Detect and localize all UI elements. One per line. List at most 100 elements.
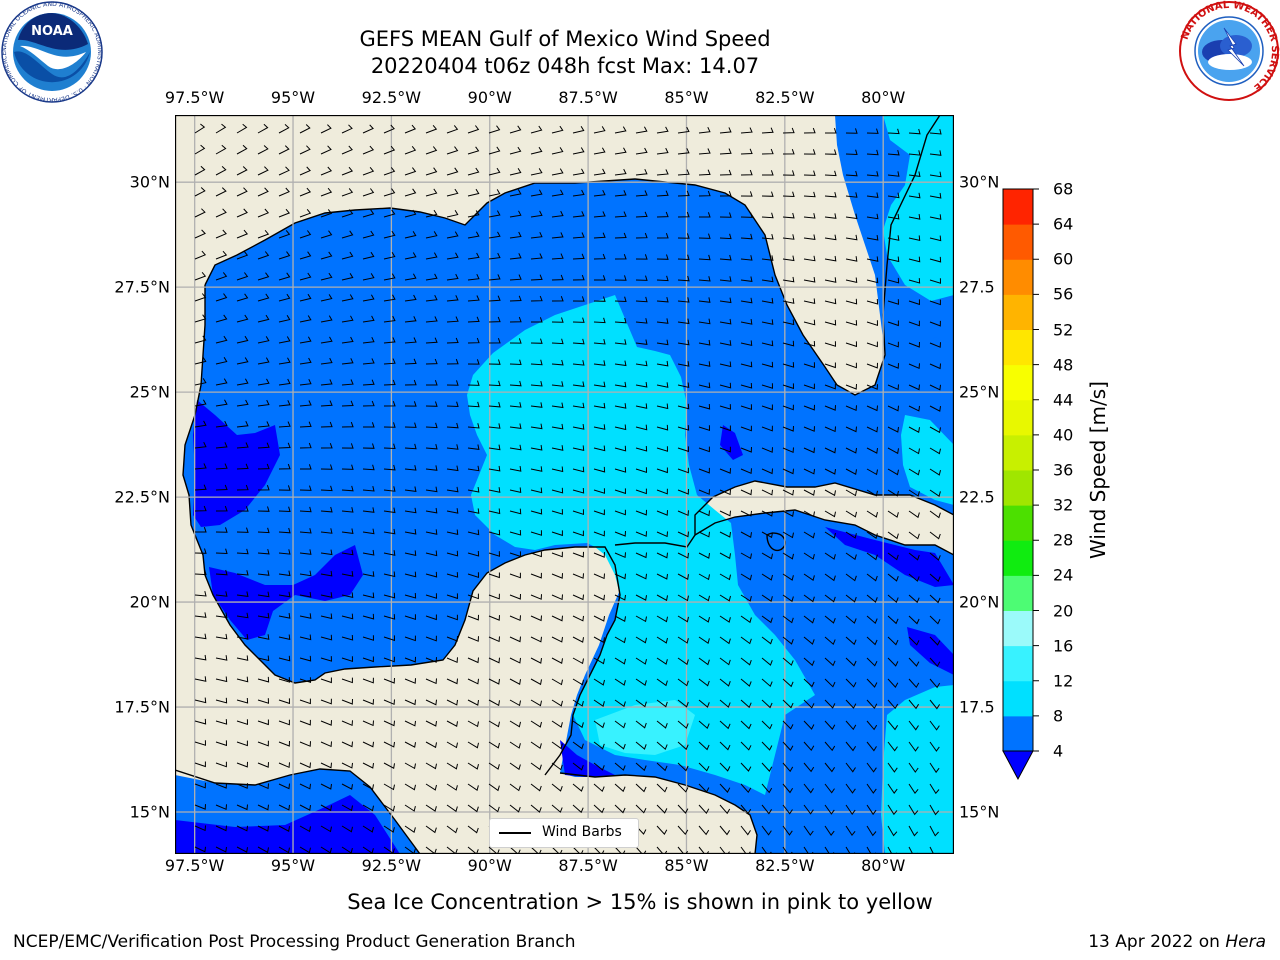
wind-barb [845,426,857,433]
wind-barb [383,571,396,578]
wind-barb [887,468,899,476]
wind-barb [236,187,248,197]
wind-barb [194,846,206,853]
colorbar-segment [1003,364,1033,401]
wind-barb [425,273,438,281]
wind-barb [425,614,437,621]
wind-barb [845,277,858,284]
wind-barb [467,167,480,176]
wind-barb [257,527,270,534]
wind-barb [215,144,227,155]
wind-barb [215,676,228,683]
wind-barb [761,276,774,283]
wind-barb [362,251,375,260]
wind-barb [362,188,375,197]
wind-barb [194,676,207,682]
wind-barb [257,698,270,704]
wind-barb [656,488,668,495]
tick-label: 15°N [959,802,1000,822]
wind-barb [551,509,564,515]
tick-label: 22.5 [959,487,995,507]
wind-barb [803,783,814,794]
wind-barb [194,271,207,281]
wind-barb [215,505,228,512]
wind-barb [782,804,793,815]
wind-barb [572,274,585,281]
wind-barb [488,508,501,515]
colorbar-segment [1003,399,1033,436]
wind-barb [236,314,249,323]
wind-barb [257,399,270,407]
colorbar-segment [1003,680,1033,717]
wind-barb [257,506,270,512]
wind-barb [677,126,690,134]
wind-barb [908,699,920,710]
wind-barb [614,552,626,559]
wind-barb [488,657,500,664]
wind-barb [467,550,480,557]
wind-barb [362,720,374,727]
wind-barb [551,466,564,473]
wind-barb [299,783,311,790]
wind-barb [824,678,836,688]
wind-barb [320,443,333,449]
wind-barb [866,405,878,412]
wind-barb [845,741,857,752]
wind-barb [467,529,480,536]
wind-barb [908,320,920,327]
wind-barb [677,169,690,176]
wind-barb [509,762,521,771]
wind-barb [572,487,585,494]
wind-barb [341,358,354,365]
wind-barb [572,445,585,452]
wind-barb [341,741,353,748]
wind-barb [782,127,795,134]
wind-barb [467,783,479,792]
wind-barb [341,124,353,134]
wind-barb [614,147,627,155]
wind-barb [866,192,879,198]
wind-barb [761,594,773,603]
wind-barb [845,447,857,454]
wind-barb [719,382,732,389]
wind-barb [845,234,858,241]
wind-barb [467,825,479,834]
wind-barb [614,804,626,814]
wind-barb [278,421,291,428]
wind-barb [362,762,374,769]
wind-barb [488,210,501,218]
wind-barb [740,804,752,815]
wind-barb [299,230,312,239]
wind-barb [194,378,207,386]
wind-barb [719,573,731,581]
wind-barb [929,128,942,135]
wind-barb [929,299,941,306]
wind-barb [488,465,501,472]
wind-barb [593,296,606,302]
wind-barb [425,720,437,727]
wind-barb [614,678,626,686]
wind-barb [698,741,710,751]
wind-barb [572,168,585,176]
wind-barb [320,464,333,470]
wind-barb [635,488,647,495]
wind-barb [257,846,269,854]
wind-barb [656,254,669,260]
low-wind-campeche [720,425,743,460]
wind-barb [341,251,354,260]
wind-barb [194,250,207,260]
wind-barb [320,634,333,641]
wind-barb [257,570,270,576]
wind-barb [446,825,458,834]
wind-barb [593,147,606,155]
wind-barb [530,168,543,176]
wind-barb [215,314,228,323]
wind-barb [594,275,606,281]
wind-barb [425,252,438,260]
colorbar-tick-label: 52 [1053,320,1074,339]
wind-barb [278,740,290,747]
wind-barb [698,510,710,517]
wind-barb [446,678,458,685]
wind-barb [761,741,773,751]
wind-barb [593,424,606,430]
